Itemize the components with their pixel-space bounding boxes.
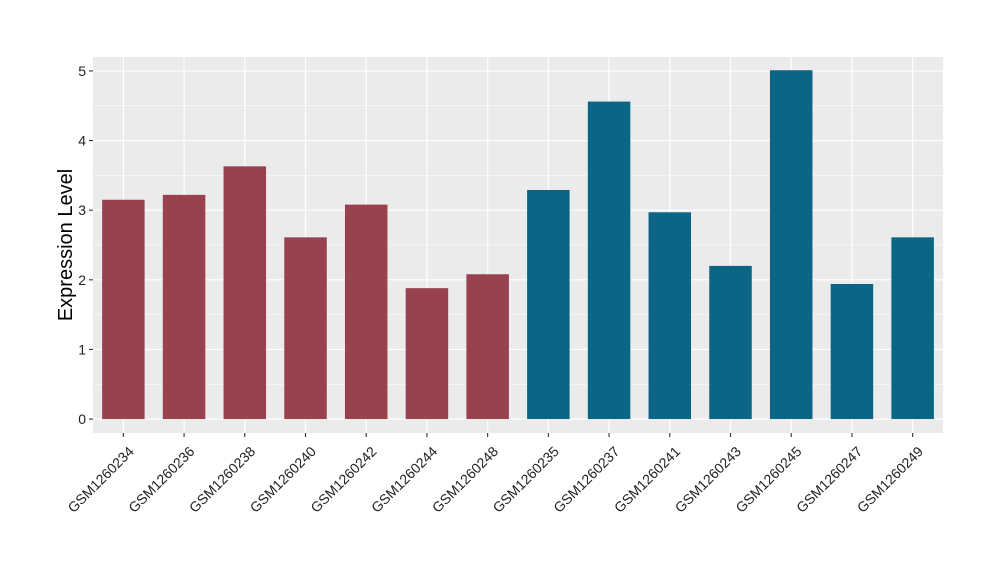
bar-GSM1260235 xyxy=(527,189,570,420)
y-tick-label: 2 xyxy=(78,272,86,288)
bar-GSM1260247 xyxy=(830,283,874,420)
bar-GSM1260242 xyxy=(344,204,388,420)
bar-GSM1260237 xyxy=(587,101,631,420)
bar-GSM1260240 xyxy=(284,237,327,420)
y-tick-label: 1 xyxy=(78,341,86,357)
x-axis: GSM1260234GSM1260236GSM1260238GSM1260240… xyxy=(64,433,926,516)
bars xyxy=(102,70,934,420)
bar-GSM1260245 xyxy=(769,70,813,420)
y-tick-label: 5 xyxy=(78,63,86,79)
bar-GSM1260249 xyxy=(891,237,934,420)
y-tick-label: 4 xyxy=(78,133,86,149)
bar-GSM1260244 xyxy=(405,288,449,420)
y-axis-title: Expression Level xyxy=(55,169,77,321)
bar-GSM1260234 xyxy=(102,199,145,420)
y-axis: 0 1 2 3 4 5 xyxy=(78,63,93,427)
bar-GSM1260241 xyxy=(648,212,692,420)
y-tick-label: 3 xyxy=(78,202,86,218)
y-tick-label: 0 xyxy=(78,411,86,427)
bar-GSM1260236 xyxy=(162,194,206,420)
bar-GSM1260248 xyxy=(466,274,509,420)
bar-GSM1260238 xyxy=(223,166,267,420)
bar-GSM1260243 xyxy=(709,265,752,420)
